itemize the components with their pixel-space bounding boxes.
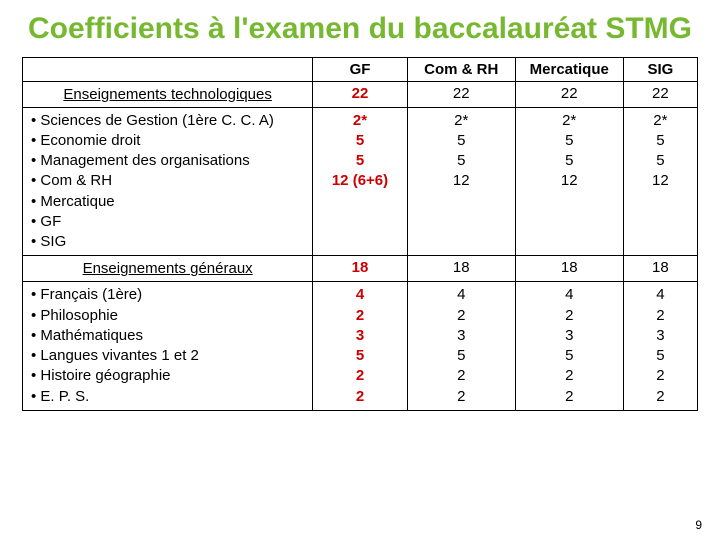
tech-merc-col: 2* 5 5 12 — [515, 107, 623, 256]
tech-gf-3: 5 — [319, 151, 401, 171]
tech-subj-1: Sciences de Gestion (1ère C. C. A) — [31, 111, 306, 131]
section-tech-label: Enseignements technologiques — [23, 81, 313, 107]
tech-merc-2: 5 — [522, 131, 617, 151]
gen-comrh-4: 5 — [414, 346, 509, 366]
gen-sig-1: 4 — [630, 285, 691, 305]
gen-sig-2: 2 — [630, 306, 691, 326]
gen-total-comrh: 18 — [407, 256, 515, 282]
gen-sig-3: 3 — [630, 326, 691, 346]
tech-comrh-col: 2* 5 5 12 — [407, 107, 515, 256]
tech-subj-6: GF — [31, 212, 306, 232]
col-gf: GF — [313, 57, 408, 81]
col-sig: SIG — [623, 57, 697, 81]
coefficients-table: GF Com & RH Mercatique SIG Enseignements… — [22, 57, 698, 411]
gen-sig-col: 4 2 3 5 2 2 — [623, 282, 697, 411]
tech-merc-1: 2* — [522, 111, 617, 131]
tech-comrh-4: 12 — [414, 171, 509, 191]
tech-subj-5: Mercatique — [31, 192, 306, 212]
gen-gf-6: 2 — [319, 387, 401, 407]
gen-comrh-1: 4 — [414, 285, 509, 305]
gen-gf-col: 4 2 3 5 2 2 — [313, 282, 408, 411]
header-blank — [23, 57, 313, 81]
gen-gf-1: 4 — [319, 285, 401, 305]
gen-merc-2: 2 — [522, 306, 617, 326]
gen-merc-5: 2 — [522, 366, 617, 386]
gen-subj-5: Histoire géographie — [31, 366, 306, 386]
gen-sig-4: 5 — [630, 346, 691, 366]
gen-gf-5: 2 — [319, 366, 401, 386]
gen-gf-3: 3 — [319, 326, 401, 346]
gen-subj-4: Langues vivantes 1 et 2 — [31, 346, 306, 366]
gen-comrh-5: 2 — [414, 366, 509, 386]
col-merc: Mercatique — [515, 57, 623, 81]
gen-merc-col: 4 2 3 5 2 2 — [515, 282, 623, 411]
page-number: 9 — [695, 518, 702, 532]
tech-subj-4: Com & RH — [31, 171, 306, 191]
gen-comrh-2: 2 — [414, 306, 509, 326]
tech-sig-1: 2* — [630, 111, 691, 131]
tech-sig-3: 5 — [630, 151, 691, 171]
gen-gf-2: 2 — [319, 306, 401, 326]
tech-comrh-2: 5 — [414, 131, 509, 151]
tech-total-gf: 22 — [313, 81, 408, 107]
tech-gf-6: 12 (6+6) — [319, 171, 401, 191]
gen-total-sig: 18 — [623, 256, 697, 282]
tech-sig-7: 12 — [630, 171, 691, 191]
tech-merc-5: 12 — [522, 171, 617, 191]
gen-subj-6: E. P. S. — [31, 387, 306, 407]
tech-comrh-3: 5 — [414, 151, 509, 171]
gen-merc-6: 2 — [522, 387, 617, 407]
page-title: Coefficients à l'examen du baccalauréat … — [22, 12, 698, 47]
gen-total-merc: 18 — [515, 256, 623, 282]
tech-sig-2: 5 — [630, 131, 691, 151]
gen-subj-2: Philosophie — [31, 306, 306, 326]
gen-gf-4: 5 — [319, 346, 401, 366]
gen-sig-5: 2 — [630, 366, 691, 386]
tech-subj-3: Management des organisations — [31, 151, 306, 171]
gen-comrh-col: 4 2 3 5 2 2 — [407, 282, 515, 411]
tech-gf-col: 2* 5 5 12 (6+6) — [313, 107, 408, 256]
tech-subj-7: SIG — [31, 232, 306, 252]
tech-total-merc: 22 — [515, 81, 623, 107]
section-gen-label: Enseignements généraux — [23, 256, 313, 282]
tech-sig-col: 2* 5 5 12 — [623, 107, 697, 256]
tech-total-sig: 22 — [623, 81, 697, 107]
tech-merc-3: 5 — [522, 151, 617, 171]
gen-comrh-6: 2 — [414, 387, 509, 407]
gen-subj-1: Français (1ère) — [31, 285, 306, 305]
gen-merc-3: 3 — [522, 326, 617, 346]
gen-merc-4: 5 — [522, 346, 617, 366]
gen-total-gf: 18 — [313, 256, 408, 282]
gen-comrh-3: 3 — [414, 326, 509, 346]
gen-merc-1: 4 — [522, 285, 617, 305]
tech-gf-1: 2* — [319, 111, 401, 131]
tech-total-comrh: 22 — [407, 81, 515, 107]
tech-comrh-1: 2* — [414, 111, 509, 131]
gen-subj-3: Mathématiques — [31, 326, 306, 346]
tech-gf-2: 5 — [319, 131, 401, 151]
gen-sig-6: 2 — [630, 387, 691, 407]
col-comrh: Com & RH — [407, 57, 515, 81]
tech-subj-2: Economie droit — [31, 131, 306, 151]
tech-subjects: Sciences de Gestion (1ère C. C. A) Econo… — [23, 107, 313, 256]
gen-subjects: Français (1ère) Philosophie Mathématique… — [23, 282, 313, 411]
